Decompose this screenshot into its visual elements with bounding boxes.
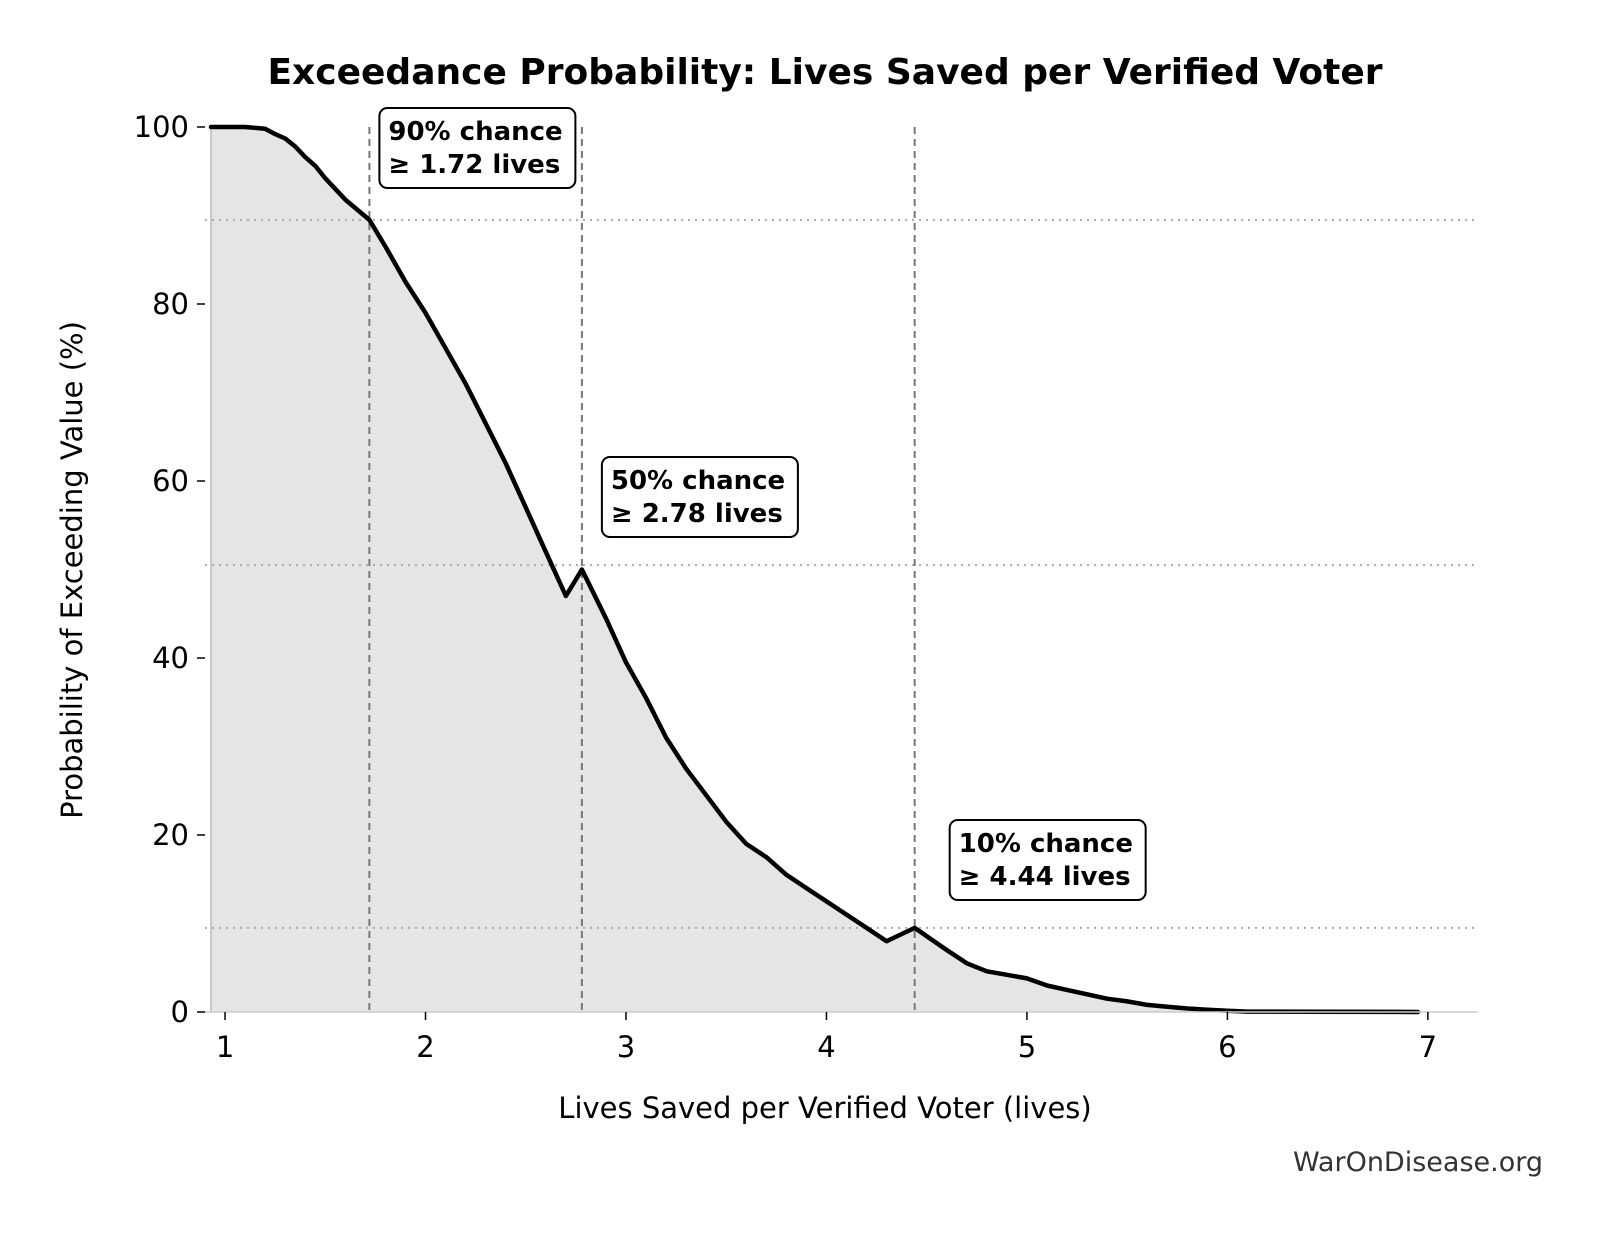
annotation-box (600, 456, 799, 538)
annotation-line-1: 10% chance (959, 829, 1133, 859)
annotation-line-1: 50% chance (611, 466, 785, 496)
annotation-line-2: ≥ 2.78 lives (611, 499, 783, 529)
y-tick-label: 0 (171, 995, 189, 1029)
y-tick-label: 80 (152, 287, 189, 321)
annotation-box (948, 819, 1147, 901)
annotation-line-2: ≥ 1.72 lives (388, 150, 560, 180)
x-tick-label: 4 (817, 1030, 835, 1064)
x-tick-label: 7 (1419, 1030, 1437, 1064)
plot-area: 1 2 3 4 5 6 7 0 20 40 60 80 100 90% chance≥ 1.72 live… (134, 107, 1478, 1064)
watermark: WarOnDisease.org (1293, 1147, 1543, 1178)
y-tick-label: 20 (152, 818, 189, 852)
chart-title: Exceedance Probability: Lives Saved per … (267, 52, 1382, 93)
y-tick-label: 100 (134, 110, 189, 144)
x-axis-label: Lives Saved per Verified Voter (lives) (558, 1091, 1091, 1125)
exceedance-curve (208, 124, 1421, 1015)
x-tick-label: 6 (1218, 1030, 1236, 1064)
y-tick-label: 60 (152, 464, 189, 498)
annotation-line-1: 90% chance (388, 117, 562, 147)
x-tick-label: 1 (216, 1030, 234, 1064)
exceedance-area (211, 127, 1418, 1012)
y-tick-label: 40 (152, 641, 189, 675)
x-tick-label: 5 (1018, 1030, 1036, 1064)
y-axis-label: Probability of Exceeding Value (%) (55, 321, 89, 819)
x-tick-label: 2 (416, 1030, 434, 1064)
x-tick-label: 3 (617, 1030, 635, 1064)
annotation-box (378, 107, 577, 189)
annotation-line-2: ≥ 4.44 lives (959, 862, 1131, 892)
